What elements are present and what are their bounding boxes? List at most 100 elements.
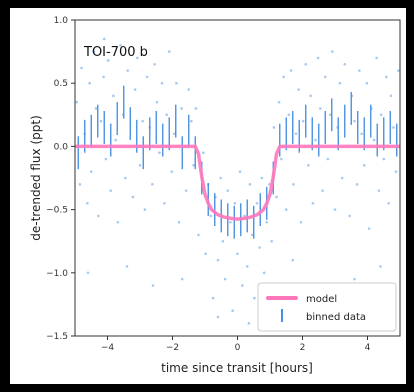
- legend-model-label: model: [306, 294, 337, 305]
- raw-point: [307, 164, 310, 167]
- raw-point: [216, 258, 220, 262]
- x-tick-label: 4: [365, 343, 371, 353]
- raw-point: [78, 183, 82, 186]
- raw-point: [223, 277, 227, 281]
- raw-point: [216, 315, 220, 319]
- raw-point: [167, 50, 171, 53]
- raw-point: [97, 214, 100, 218]
- raw-point: [116, 220, 120, 224]
- x-axis: −4 −2 0 2 4: [101, 336, 371, 353]
- raw-point: [377, 189, 381, 192]
- x-tick-label: −4: [101, 343, 115, 353]
- raw-point: [353, 119, 356, 123]
- raw-point: [145, 75, 149, 79]
- raw-point: [316, 56, 320, 60]
- raw-point: [192, 164, 195, 167]
- raw-point: [170, 170, 174, 173]
- raw-point: [151, 183, 154, 186]
- raw-point: [141, 119, 144, 123]
- raw-point: [187, 88, 191, 91]
- raw-point: [211, 296, 215, 300]
- raw-point: [202, 151, 205, 155]
- raw-point: [353, 277, 356, 281]
- y-tick-label: −1.5: [46, 332, 68, 342]
- x-tick-label: −2: [166, 343, 179, 353]
- raw-point: [106, 59, 110, 62]
- raw-point: [194, 107, 198, 110]
- legend: model binned data: [257, 282, 397, 332]
- raw-point: [375, 56, 378, 60]
- raw-point: [89, 170, 93, 173]
- raw-point: [125, 265, 129, 268]
- raw-point: [385, 75, 388, 79]
- raw-point: [92, 50, 96, 53]
- raw-point: [326, 157, 330, 161]
- raw-point: [343, 62, 347, 66]
- x-axis-label: time since transit [hours]: [161, 361, 313, 375]
- raw-point: [301, 119, 305, 123]
- raw-point: [104, 157, 108, 161]
- raw-point: [219, 176, 222, 180]
- raw-point: [102, 37, 106, 41]
- raw-point: [143, 208, 147, 211]
- raw-point: [260, 176, 264, 180]
- raw-point: [184, 189, 188, 192]
- raw-point: [328, 113, 332, 117]
- raw-point: [172, 132, 176, 136]
- y-axis: 1.0 0.5 0.0 −0.5 −1.0 −1.5: [46, 16, 75, 342]
- raw-point: [289, 69, 293, 72]
- raw-point: [99, 119, 103, 123]
- raw-point: [397, 69, 400, 72]
- raw-point: [131, 195, 135, 199]
- raw-point: [362, 164, 366, 167]
- raw-point: [86, 201, 89, 205]
- raw-point: [233, 201, 237, 205]
- raw-point: [292, 183, 295, 186]
- raw-point: [180, 277, 184, 281]
- raw-point: [229, 220, 232, 224]
- raw-point: [102, 75, 105, 79]
- raw-point: [382, 157, 386, 161]
- raw-point: [282, 75, 285, 79]
- raw-point: [387, 201, 390, 205]
- raw-point: [379, 265, 382, 268]
- raw-point: [204, 252, 207, 256]
- raw-point: [372, 138, 376, 142]
- raw-point: [338, 81, 342, 85]
- raw-point: [379, 113, 383, 117]
- raw-point: [291, 258, 295, 262]
- raw-point: [226, 189, 230, 192]
- raw-point: [80, 66, 83, 70]
- raw-point: [280, 157, 283, 161]
- y-axis-label: de-trended flux (ppt): [29, 115, 43, 241]
- raw-point: [250, 233, 254, 237]
- raw-point: [265, 220, 269, 224]
- raw-point: [248, 183, 252, 186]
- raw-point: [190, 119, 193, 123]
- raw-point: [394, 170, 398, 173]
- raw-point: [340, 176, 344, 180]
- raw-point: [262, 271, 266, 275]
- raw-point: [319, 107, 322, 110]
- raw-point: [75, 100, 78, 104]
- raw-point: [175, 81, 178, 85]
- raw-point: [360, 132, 363, 136]
- y-tick-label: −1.0: [46, 269, 68, 279]
- raw-point: [365, 81, 369, 85]
- raw-point: [270, 239, 273, 243]
- raw-point: [333, 208, 337, 211]
- raw-point: [109, 189, 113, 192]
- planet-annotation: TOI-700 b: [83, 45, 148, 60]
- raw-point: [299, 220, 303, 224]
- raw-point: [309, 94, 312, 98]
- raw-point: [277, 100, 281, 104]
- raw-point: [151, 284, 155, 287]
- raw-point: [231, 309, 234, 313]
- raw-point: [197, 233, 200, 237]
- raw-point: [294, 132, 298, 136]
- raw-point: [136, 56, 139, 60]
- raw-point: [236, 252, 239, 256]
- raw-point: [124, 176, 127, 180]
- raw-point: [88, 81, 91, 85]
- legend-box: [257, 282, 397, 332]
